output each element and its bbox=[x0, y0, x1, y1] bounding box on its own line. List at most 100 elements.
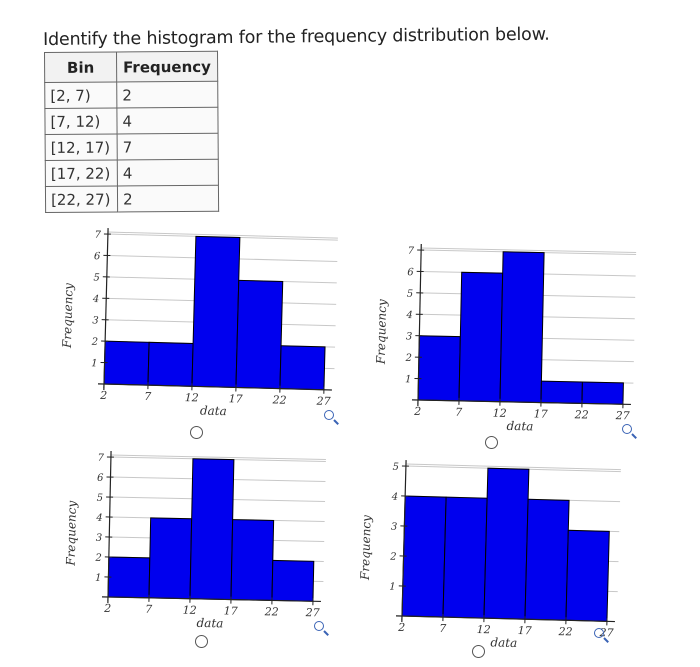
y-tick-label: 7 bbox=[97, 453, 104, 464]
histogram-bar bbox=[401, 495, 447, 618]
option-d-zoom-icon[interactable] bbox=[594, 628, 610, 644]
x-axis bbox=[411, 399, 631, 406]
histogram-bar bbox=[565, 529, 610, 622]
table-row: [7, 12) 4 bbox=[44, 107, 218, 135]
table-row: [12, 17) 7 bbox=[45, 133, 219, 161]
y-tick-label: 6 bbox=[97, 473, 104, 484]
y-tick-label: 1 bbox=[95, 573, 102, 584]
gridline bbox=[421, 247, 637, 254]
gridline bbox=[110, 454, 326, 461]
x-tick-label: 12 bbox=[185, 391, 199, 404]
histogram-bar bbox=[458, 271, 504, 403]
y-tick-label: 3 bbox=[391, 522, 398, 533]
frequency-table: Bin Frequency [2, 7) 2 [7, 12) 4 [12, 17… bbox=[44, 51, 219, 213]
table-row: [22, 27) 2 bbox=[45, 185, 219, 213]
gridline bbox=[107, 231, 338, 239]
y-tick-label: 4 bbox=[95, 513, 103, 524]
x-tick-label: 2 bbox=[99, 389, 107, 402]
x-tick-label: 17 bbox=[517, 624, 531, 637]
y-tick-label: 4 bbox=[92, 294, 100, 305]
frequency-cell: 7 bbox=[117, 133, 219, 160]
x-axis bbox=[97, 383, 332, 391]
y-tick-label: 3 bbox=[96, 533, 103, 544]
gridline bbox=[405, 463, 621, 471]
y-tick-label: 3 bbox=[92, 315, 99, 326]
x-tick-label: 17 bbox=[228, 392, 242, 405]
x-tick-label: 27 bbox=[315, 395, 330, 408]
y-tick-label: 4 bbox=[405, 310, 413, 321]
y-tick-label: 6 bbox=[94, 251, 101, 262]
histogram-bar bbox=[483, 467, 530, 620]
x-axis-label: data bbox=[200, 404, 227, 419]
x-axis-label: data bbox=[490, 635, 517, 650]
bin-cell: [12, 17) bbox=[45, 133, 118, 161]
histogram-bar bbox=[540, 380, 583, 404]
x-tick-label: 12 bbox=[493, 407, 507, 420]
histogram-bar bbox=[189, 458, 235, 601]
y-axis bbox=[107, 451, 112, 604]
x-tick-label: 2 bbox=[397, 621, 405, 634]
y-tick-label: 2 bbox=[404, 353, 412, 364]
y-axis-label: Frequency bbox=[60, 283, 76, 349]
x-tick-label: 2 bbox=[103, 602, 111, 615]
option-d-radio-button[interactable] bbox=[472, 645, 485, 658]
x-tick-label: 27 bbox=[615, 409, 630, 422]
y-tick-label: 1 bbox=[405, 374, 412, 385]
x-tick-label: 22 bbox=[271, 393, 286, 406]
histogram-bar bbox=[230, 519, 275, 601]
histogram-bar bbox=[417, 335, 461, 402]
histogram-bar bbox=[107, 556, 151, 599]
histogram-bar bbox=[581, 381, 624, 405]
option-c-radio-button[interactable] bbox=[195, 635, 208, 648]
histogram-option-b: 1 2 3 4 5 6 7 2 7 12 17 22 27 data Frequency bbox=[356, 232, 656, 433]
bin-cell: [7, 12) bbox=[44, 107, 118, 135]
histogram-bar bbox=[499, 251, 545, 404]
x-tick-label: 7 bbox=[145, 603, 152, 616]
x-tick-label: 7 bbox=[455, 406, 462, 419]
y-tick-label: 2 bbox=[389, 552, 397, 563]
histogram-bar bbox=[442, 496, 488, 619]
y-tick-label: 6 bbox=[407, 267, 414, 278]
x-tick-label: 27 bbox=[305, 606, 320, 619]
histogram-bar bbox=[147, 341, 194, 387]
y-axis-label: Frequency bbox=[64, 500, 79, 566]
y-axis-label: Frequency bbox=[358, 515, 374, 581]
y-tick-label: 1 bbox=[389, 582, 396, 593]
y-tick-label: 5 bbox=[407, 289, 414, 300]
y-tick-label: 5 bbox=[93, 273, 100, 284]
histogram-bar bbox=[235, 279, 284, 390]
option-b-zoom-icon[interactable] bbox=[622, 424, 638, 440]
frequency-cell: 4 bbox=[116, 107, 218, 134]
y-tick-label: 4 bbox=[391, 492, 399, 503]
x-tick-label: 17 bbox=[534, 407, 548, 420]
option-a-zoom-icon[interactable] bbox=[324, 410, 340, 426]
histogram-option-d: 1 2 3 4 5 2 7 12 17 22 27 data Frequency bbox=[350, 450, 670, 650]
question-text: Identify the histogram for the frequency… bbox=[43, 24, 550, 50]
x-axis bbox=[395, 615, 615, 623]
histogram-bar bbox=[524, 498, 570, 621]
histogram-bar bbox=[191, 235, 241, 388]
y-tick-label: 7 bbox=[94, 230, 101, 241]
x-tick-label: 12 bbox=[477, 623, 491, 636]
y-tick-label: 1 bbox=[91, 358, 98, 369]
y-tick-label: 3 bbox=[406, 331, 413, 342]
option-a-radio-button[interactable] bbox=[190, 426, 203, 439]
frequency-cell: 2 bbox=[117, 185, 219, 212]
table-row: [17, 22) 4 bbox=[45, 159, 219, 187]
bin-cell: [17, 22) bbox=[45, 159, 118, 187]
option-c-zoom-icon[interactable] bbox=[314, 621, 330, 637]
histogram-bar bbox=[279, 345, 326, 391]
x-tick-label: 12 bbox=[183, 604, 197, 617]
x-tick-label: 2 bbox=[413, 405, 421, 418]
option-b-radio-button[interactable] bbox=[485, 436, 498, 449]
histogram-option-a: 1 2 3 4 5 6 7 2 7 12 17 22 27 data Frequency bbox=[52, 222, 352, 422]
histogram-bar bbox=[148, 517, 193, 600]
